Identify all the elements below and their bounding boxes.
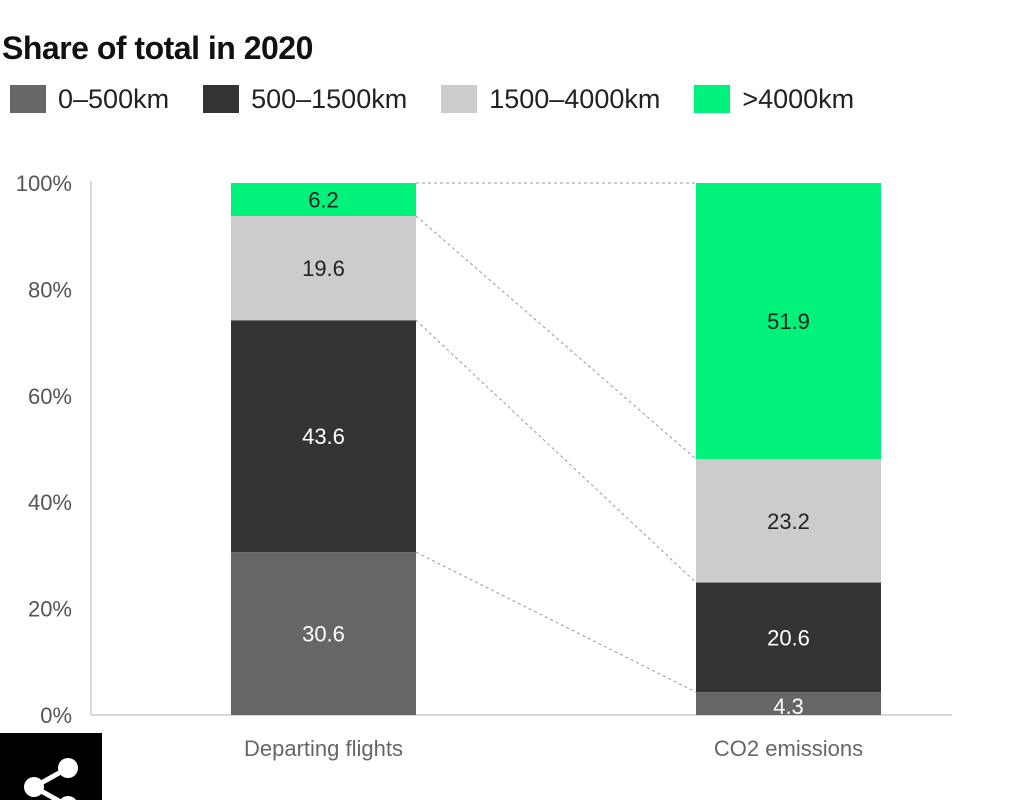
connector-line-1 xyxy=(415,551,697,693)
y-tick-label-0: 0% xyxy=(40,703,72,728)
data-label-departing-flights-1500-4000km: 19.6 xyxy=(302,256,345,281)
bar-co2-emissions-500-1500km xyxy=(696,582,881,693)
bar-co2-emissions-over-4000km xyxy=(696,183,881,460)
chart-title: Share of total in 2020 xyxy=(2,30,313,66)
legend-label-0-500km: 0–500km xyxy=(58,83,170,114)
legend-item-0-500km[interactable]: 0–500km xyxy=(10,84,169,115)
legend-swatch-over-4000km xyxy=(694,85,731,113)
legend-swatch-1500-4000km xyxy=(441,85,478,113)
data-label-co2-emissions-1500-4000km: 23.2 xyxy=(767,509,810,534)
data-label-departing-flights-500-1500km: 43.6 xyxy=(302,424,345,449)
bar-departing-flights-0-500km xyxy=(231,552,416,715)
share-button[interactable] xyxy=(0,733,102,800)
legend-swatch-0-500km xyxy=(10,85,46,113)
data-label-departing-flights-over-4000km: 6.2 xyxy=(308,187,339,212)
y-tick-label-40: 40% xyxy=(28,490,72,515)
y-tick-label-60: 60% xyxy=(28,384,72,409)
bar-co2-emissions-0-500km xyxy=(696,692,881,715)
legend-swatch-500-1500km xyxy=(203,85,240,113)
legend: 0–500km 500–1500km 1500–4000km >4000km xyxy=(10,82,888,116)
legend-item-1500-4000km[interactable]: 1500–4000km xyxy=(441,84,660,115)
y-tick-label-80: 80% xyxy=(28,277,72,302)
bar-departing-flights-1500-4000km xyxy=(231,215,416,321)
data-label-co2-emissions-0-500km: 4.3 xyxy=(773,694,804,719)
legend-label-1500-4000km: 1500–4000km xyxy=(489,83,661,114)
data-label-co2-emissions-over-4000km: 51.9 xyxy=(767,309,810,334)
data-label-departing-flights-0-500km: 30.6 xyxy=(302,622,345,647)
bar-co2-emissions-1500-4000km xyxy=(696,459,881,583)
legend-label-500-1500km: 500–1500km xyxy=(251,83,408,114)
legend-label-over-4000km: >4000km xyxy=(742,83,855,114)
legend-item-500-1500km[interactable]: 500–1500km xyxy=(203,84,407,115)
bar-departing-flights-500-1500km xyxy=(231,320,416,553)
legend-item-over-4000km[interactable]: >4000km xyxy=(694,84,854,115)
connector-line-3 xyxy=(415,215,697,460)
share-icon xyxy=(24,758,78,800)
y-tick-label-100: 100% xyxy=(16,171,72,196)
data-label-co2-emissions-500-1500km: 20.6 xyxy=(767,625,810,650)
bar-departing-flights-over-4000km xyxy=(231,183,416,216)
connector-line-2 xyxy=(415,319,697,583)
category-label-co2-emissions: CO2 emissions xyxy=(714,736,863,761)
y-tick-label-20: 20% xyxy=(28,597,72,622)
category-label-departing-flights: Departing flights xyxy=(244,736,403,761)
